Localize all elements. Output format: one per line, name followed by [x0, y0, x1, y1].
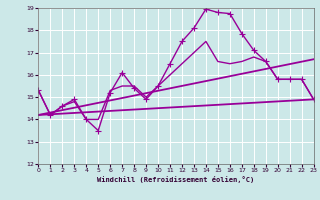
X-axis label: Windchill (Refroidissement éolien,°C): Windchill (Refroidissement éolien,°C) [97, 176, 255, 183]
